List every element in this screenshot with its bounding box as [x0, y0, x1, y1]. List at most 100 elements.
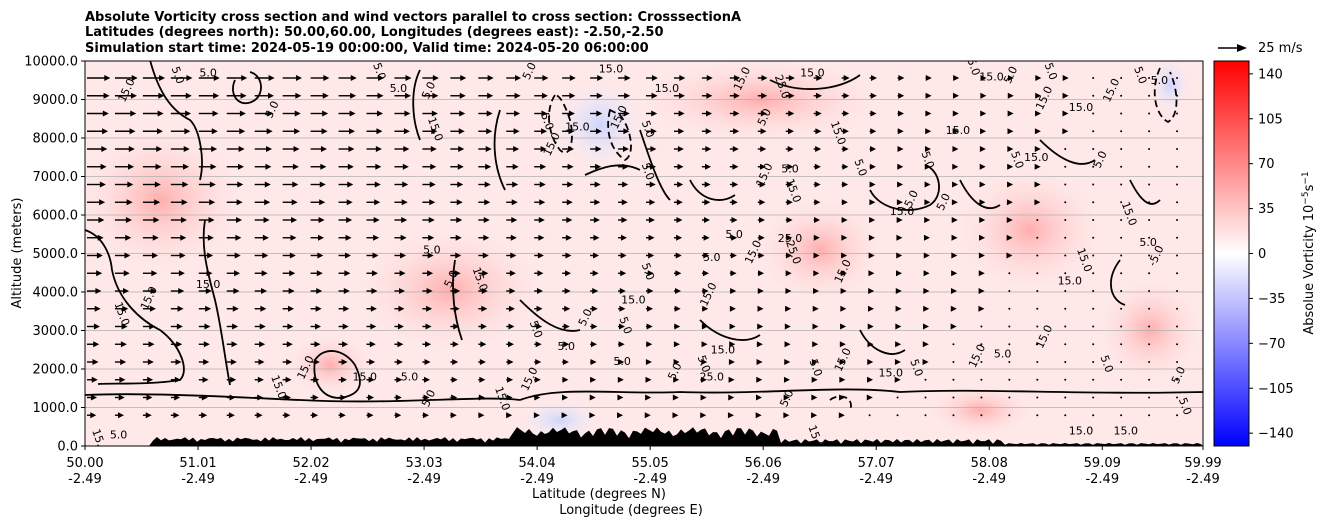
wind-vector-head — [507, 376, 514, 383]
wind-vector-head — [103, 92, 110, 99]
wind-vector-head — [173, 412, 180, 419]
wind-vector-head — [374, 181, 381, 188]
wind-vector-head — [93, 341, 100, 348]
wind-vector-head — [922, 323, 929, 330]
wind-vector-dot — [1120, 183, 1123, 186]
wind-vector-dot — [1092, 94, 1095, 97]
wind-vector-head — [237, 181, 244, 188]
contour-label: 15.0 — [655, 82, 680, 95]
wind-vector-head — [596, 92, 603, 99]
wind-vector-dot — [1092, 112, 1095, 115]
wind-vector-head — [185, 92, 192, 99]
wind-vector-head — [1034, 163, 1041, 170]
wind-vector-head — [785, 270, 792, 277]
colorbar-tick-label: 140 — [1258, 67, 1283, 82]
wind-vector-head — [925, 92, 932, 99]
wind-vector-head — [425, 341, 432, 348]
wind-vector-head — [180, 234, 187, 241]
wind-vector-head — [951, 217, 958, 223]
wind-vector-dot — [1148, 77, 1151, 79]
wind-vector-head — [294, 110, 301, 117]
wind-vector-dot — [1092, 396, 1095, 399]
wind-vector-head — [1006, 234, 1013, 241]
x-tick-label-lat: 50.00 — [66, 456, 103, 471]
wind-vector-head — [102, 110, 109, 117]
wind-vector-head — [235, 234, 242, 241]
y-tick-label: 8000.0 — [33, 132, 79, 147]
wind-vector-head — [479, 359, 486, 365]
wind-vector-head — [700, 412, 707, 419]
wind-vector-head — [952, 128, 959, 135]
wind-vector-head — [207, 252, 214, 259]
wind-vector-head — [236, 199, 243, 206]
x-tick-label-lat: 58.08 — [971, 456, 1008, 471]
wind-vector-head — [262, 252, 269, 259]
wind-vector-head — [510, 234, 517, 241]
wind-vector-head — [676, 217, 683, 223]
wind-vector-head — [869, 199, 876, 206]
colorbar-label: Absolue Vorticity 10−5s−1 — [1301, 171, 1317, 334]
wind-vector-head — [619, 305, 626, 312]
wind-vector-head — [290, 234, 297, 241]
wind-vector-dot — [1008, 272, 1011, 275]
wind-vector-head — [590, 359, 597, 365]
wind-vector-head — [459, 110, 466, 117]
wind-vector-head — [924, 146, 931, 152]
wind-vector-head — [593, 234, 600, 241]
wind-vector-head — [787, 181, 794, 188]
wind-vector-head — [396, 359, 403, 365]
x-tick-label-lon: -2.49 — [972, 472, 1006, 487]
wind-vector-head — [951, 252, 958, 259]
wind-vector-dot — [1148, 219, 1151, 221]
wind-vector-head — [130, 92, 137, 99]
wind-vector-dot — [1008, 378, 1011, 381]
wind-vector-head — [228, 412, 235, 419]
wind-vector-head — [509, 270, 516, 277]
wind-vector-head — [758, 234, 765, 241]
wind-vector-head — [183, 163, 190, 170]
wind-vector-head — [486, 110, 493, 117]
wind-vector-head — [867, 323, 874, 330]
wind-vector-dot — [1120, 396, 1123, 399]
wind-vector-head — [241, 75, 248, 81]
wind-vector-head — [651, 75, 658, 81]
wind-vector-dot — [1120, 201, 1123, 204]
wind-vector-dot — [1148, 183, 1151, 186]
wind-vector-head — [509, 288, 516, 294]
wind-vector-head — [562, 376, 569, 383]
wind-vector-head — [618, 359, 625, 365]
contour-line — [607, 108, 632, 162]
wind-vector-head — [623, 110, 630, 117]
wind-vector-head — [267, 92, 274, 99]
contour-line — [639, 129, 671, 201]
wind-vector-head — [180, 217, 187, 223]
wind-vector-head — [454, 270, 461, 277]
wind-vector-head — [541, 110, 548, 117]
wind-vector-head — [563, 341, 570, 348]
wind-vector-head — [705, 146, 712, 152]
wind-vector-head — [591, 323, 598, 330]
x-tick-label-lat: 52.02 — [292, 456, 329, 471]
wind-vector-head — [839, 394, 846, 401]
wind-vector-head — [176, 323, 183, 330]
wind-vector-head — [870, 128, 877, 135]
wind-vector-dot — [896, 396, 899, 399]
colorbar-tick-label: 35 — [1258, 202, 1275, 217]
wind-vector-head — [734, 75, 741, 81]
wind-vector-head — [91, 376, 98, 383]
wind-vector-dot — [1092, 361, 1095, 363]
wind-vector-head — [784, 359, 791, 365]
wind-vector-head — [569, 92, 576, 99]
wind-vector-head — [980, 128, 987, 135]
wind-vector-head — [261, 270, 268, 277]
wind-vector-head — [1062, 92, 1069, 99]
wind-vector-dot — [1176, 272, 1179, 275]
contour-label: 5.0 — [538, 111, 556, 132]
wind-vector-head — [96, 252, 103, 259]
wind-vector-head — [923, 305, 930, 312]
contour-line — [1110, 259, 1126, 306]
wind-vector-head — [979, 163, 986, 170]
wind-vector-head — [562, 359, 569, 365]
wind-vector-head — [453, 305, 460, 312]
wind-vector-dot — [1092, 130, 1095, 133]
